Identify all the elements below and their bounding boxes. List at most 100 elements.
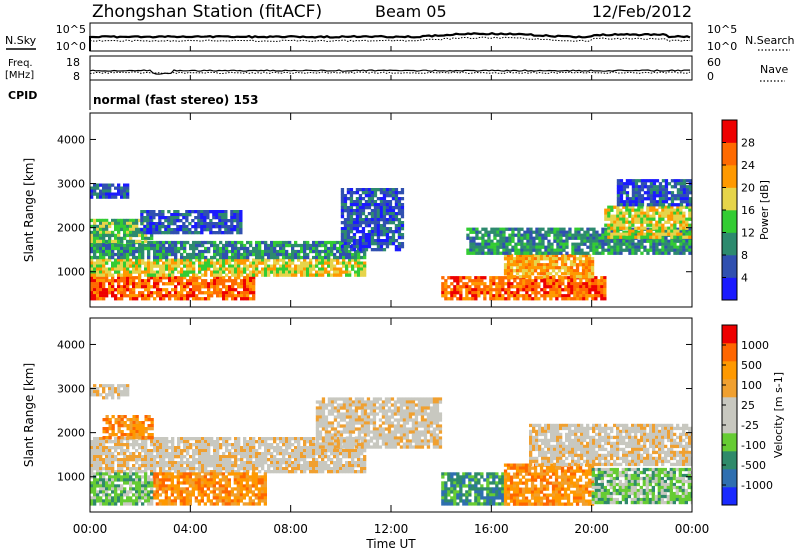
power-cell-2562 bbox=[572, 269, 577, 273]
power-cell-3306 bbox=[676, 217, 680, 221]
velocity-cell-324 bbox=[183, 449, 187, 453]
power-cell-1514 bbox=[212, 213, 216, 217]
power-cell-2513 bbox=[584, 263, 589, 267]
power-cell-764 bbox=[195, 273, 199, 277]
power-cell-1011 bbox=[240, 246, 244, 251]
power-cell-710 bbox=[279, 270, 283, 274]
power-cell-3324 bbox=[646, 220, 650, 224]
velocity-cell-741 bbox=[267, 464, 271, 468]
velocity-cell-122 bbox=[258, 440, 262, 444]
power-cell-1277 bbox=[105, 218, 109, 223]
power-cell-3023 bbox=[586, 245, 590, 249]
power-cell-727 bbox=[336, 270, 340, 274]
power-cell-2166 bbox=[555, 282, 559, 286]
power-cell-1056 bbox=[135, 249, 139, 254]
power-cell-2432 bbox=[572, 254, 577, 258]
power-cell-1881 bbox=[346, 221, 351, 225]
power-cell-3108 bbox=[652, 248, 656, 252]
power-cell-895 bbox=[111, 243, 115, 248]
power-cell-3163 bbox=[607, 251, 611, 255]
velocity-cell-1227 bbox=[236, 499, 240, 503]
power-cell-546 bbox=[243, 264, 247, 268]
power-cell-1862 bbox=[349, 218, 354, 222]
power-cell-1246 bbox=[282, 255, 286, 260]
velocity-cell-101 bbox=[177, 440, 181, 444]
power-cell-3531 bbox=[679, 188, 684, 192]
power-cell-381 bbox=[198, 258, 202, 262]
power-cell-2335 bbox=[492, 294, 496, 298]
velocity-cell-597 bbox=[321, 458, 325, 462]
power-cell-3520 bbox=[634, 188, 639, 192]
velocity-cell-907 bbox=[309, 470, 313, 474]
velocity-cell-388 bbox=[132, 452, 136, 456]
power-cell-521 bbox=[153, 264, 157, 268]
power-cell-1257 bbox=[318, 255, 322, 260]
power-cell-1810 bbox=[346, 209, 351, 213]
power-cell-327 bbox=[147, 297, 151, 301]
velocity-cell-960 bbox=[164, 475, 168, 479]
power-cell-1633 bbox=[143, 228, 147, 232]
power-cell-3503 bbox=[649, 185, 654, 189]
power-cell-2824 bbox=[574, 236, 578, 240]
velocity-cell-1247 bbox=[209, 502, 213, 506]
power-cell-2029 bbox=[385, 245, 390, 249]
power-cell-627 bbox=[264, 267, 268, 271]
power-cell-3164 bbox=[610, 251, 614, 255]
power-cell-1418 bbox=[108, 183, 112, 187]
power-cell-198 bbox=[159, 288, 163, 292]
power-cell-2980 bbox=[661, 242, 665, 246]
power-cell-1410 bbox=[135, 239, 139, 244]
velocity-cell-536 bbox=[99, 458, 103, 462]
power-cell-266 bbox=[252, 291, 256, 295]
power-cell-513 bbox=[126, 264, 130, 268]
power-cell-363 bbox=[129, 258, 133, 262]
velocity-cell-1175 bbox=[260, 493, 264, 497]
velocity-cell-498 bbox=[234, 455, 238, 459]
power-cell-2310 bbox=[555, 291, 559, 295]
power-cell-747 bbox=[126, 273, 130, 277]
power-cell-335 bbox=[183, 297, 187, 301]
power-cell-699 bbox=[243, 270, 247, 274]
power-cell-2963 bbox=[601, 242, 605, 246]
power-cell-1221 bbox=[189, 255, 193, 260]
power-cell-261 bbox=[237, 291, 241, 295]
power-cell-1181 bbox=[306, 252, 310, 257]
power-cell-2621 bbox=[499, 227, 503, 231]
power-cell-2030 bbox=[394, 245, 399, 249]
power-cell-3159 bbox=[592, 251, 596, 255]
velocity-cell-750 bbox=[297, 464, 301, 468]
velocity-cell-792 bbox=[162, 467, 166, 471]
power-cell-2298 bbox=[507, 291, 511, 295]
power-cell-3040 bbox=[643, 245, 647, 249]
power-cell-2582 bbox=[560, 272, 565, 276]
power-cell-3371 bbox=[655, 226, 659, 230]
power-cell-3430 bbox=[619, 235, 623, 239]
power-cell-226 bbox=[105, 291, 109, 295]
power-cell-2698 bbox=[562, 230, 566, 234]
velocity-cell-676 bbox=[321, 461, 325, 465]
velocity-cell-1074 bbox=[224, 484, 228, 488]
power-cell-3289 bbox=[616, 217, 620, 221]
velocity-cell-1169 bbox=[239, 493, 243, 497]
power-cell-3309 bbox=[685, 217, 689, 221]
velocity-cell-691 bbox=[96, 464, 100, 468]
velocity-cell-1072 bbox=[218, 484, 222, 488]
velocity-cell-1252 bbox=[227, 502, 231, 506]
velocity-cell-542 bbox=[117, 458, 121, 462]
velocity-cell-921 bbox=[354, 470, 358, 474]
power-cell-139 bbox=[96, 285, 100, 289]
velocity-cell-834 bbox=[312, 467, 316, 471]
power-cell-2583 bbox=[563, 272, 568, 276]
power-cell-1392 bbox=[141, 236, 145, 241]
power-cell-1461 bbox=[105, 195, 109, 199]
velocity-cell-1161 bbox=[212, 493, 216, 497]
power-cell-774 bbox=[237, 273, 241, 277]
power-cell-2094 bbox=[603, 276, 607, 280]
velocity-cell-71 bbox=[342, 437, 346, 441]
power-cell-748 bbox=[129, 273, 133, 277]
velocity-cell-1136 bbox=[224, 490, 228, 494]
power-cell-3389 bbox=[649, 229, 653, 233]
power-cell-51 bbox=[114, 279, 118, 283]
